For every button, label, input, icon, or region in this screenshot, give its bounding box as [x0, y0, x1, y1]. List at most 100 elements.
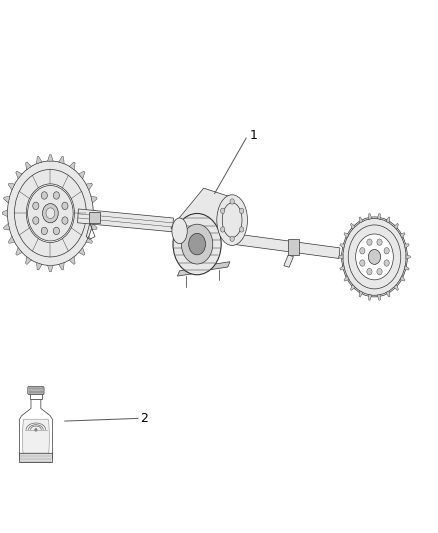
Polygon shape	[171, 188, 237, 244]
Polygon shape	[48, 155, 53, 161]
Polygon shape	[177, 268, 197, 276]
Polygon shape	[86, 236, 92, 243]
Polygon shape	[284, 255, 293, 267]
Circle shape	[360, 248, 365, 254]
Circle shape	[240, 227, 244, 232]
Polygon shape	[340, 244, 345, 248]
Circle shape	[384, 248, 389, 254]
Polygon shape	[91, 223, 97, 230]
Circle shape	[220, 227, 225, 232]
Polygon shape	[16, 171, 22, 179]
Polygon shape	[400, 232, 405, 238]
Bar	[88, 212, 99, 223]
Polygon shape	[36, 263, 42, 270]
Polygon shape	[20, 399, 53, 462]
Bar	[30, 393, 42, 399]
Polygon shape	[23, 419, 49, 457]
Circle shape	[35, 429, 37, 431]
Circle shape	[53, 192, 60, 199]
Ellipse shape	[181, 224, 213, 264]
Circle shape	[343, 219, 406, 295]
Circle shape	[220, 208, 225, 213]
Circle shape	[367, 239, 372, 245]
Circle shape	[14, 169, 86, 257]
Polygon shape	[8, 183, 15, 190]
Polygon shape	[8, 236, 15, 243]
Polygon shape	[91, 196, 97, 203]
Polygon shape	[4, 223, 10, 230]
Polygon shape	[79, 171, 85, 179]
Polygon shape	[86, 183, 92, 190]
Polygon shape	[232, 233, 340, 259]
Circle shape	[26, 184, 74, 243]
Polygon shape	[404, 265, 409, 270]
Circle shape	[377, 269, 382, 275]
Polygon shape	[350, 285, 355, 290]
Polygon shape	[386, 291, 390, 297]
Polygon shape	[48, 265, 53, 272]
Circle shape	[62, 217, 68, 224]
Polygon shape	[69, 256, 75, 264]
Circle shape	[41, 192, 47, 199]
Polygon shape	[59, 156, 64, 164]
Circle shape	[230, 236, 234, 241]
Polygon shape	[344, 232, 349, 238]
Ellipse shape	[189, 233, 205, 255]
Ellipse shape	[223, 203, 242, 237]
Circle shape	[368, 249, 381, 264]
Circle shape	[53, 227, 60, 235]
Polygon shape	[210, 262, 230, 270]
Circle shape	[377, 239, 382, 245]
Polygon shape	[26, 162, 32, 170]
Circle shape	[33, 217, 39, 224]
Polygon shape	[368, 214, 372, 219]
Polygon shape	[359, 291, 363, 297]
Polygon shape	[359, 217, 363, 223]
Polygon shape	[59, 263, 64, 270]
Circle shape	[230, 199, 234, 204]
Polygon shape	[79, 248, 85, 255]
Circle shape	[62, 202, 68, 209]
Polygon shape	[394, 285, 399, 290]
Ellipse shape	[172, 218, 187, 244]
Circle shape	[33, 202, 39, 209]
Circle shape	[348, 225, 401, 289]
Polygon shape	[377, 214, 381, 219]
Polygon shape	[377, 295, 381, 300]
Polygon shape	[16, 248, 22, 255]
Polygon shape	[69, 162, 75, 170]
Circle shape	[28, 185, 73, 241]
Circle shape	[46, 208, 55, 219]
Polygon shape	[404, 244, 409, 248]
Polygon shape	[36, 156, 42, 164]
Circle shape	[240, 208, 244, 213]
Circle shape	[384, 260, 389, 266]
Polygon shape	[78, 209, 173, 232]
Polygon shape	[26, 256, 32, 264]
Text: 2: 2	[140, 412, 148, 425]
Polygon shape	[93, 210, 99, 216]
Polygon shape	[394, 223, 399, 229]
Circle shape	[342, 217, 407, 297]
Polygon shape	[386, 217, 390, 223]
Polygon shape	[400, 276, 405, 281]
Circle shape	[367, 269, 372, 275]
Polygon shape	[368, 295, 372, 300]
Polygon shape	[406, 255, 410, 259]
Text: 1: 1	[250, 130, 258, 142]
Polygon shape	[340, 265, 345, 270]
Polygon shape	[344, 276, 349, 281]
Circle shape	[41, 227, 47, 235]
Circle shape	[360, 260, 365, 266]
Polygon shape	[339, 255, 343, 259]
Polygon shape	[350, 223, 355, 229]
FancyBboxPatch shape	[28, 387, 44, 394]
Circle shape	[7, 161, 93, 265]
Polygon shape	[2, 210, 7, 216]
Bar	[20, 453, 52, 462]
Circle shape	[356, 234, 393, 280]
Ellipse shape	[217, 195, 247, 245]
Ellipse shape	[173, 213, 221, 274]
Bar	[288, 239, 299, 255]
Polygon shape	[4, 196, 10, 203]
